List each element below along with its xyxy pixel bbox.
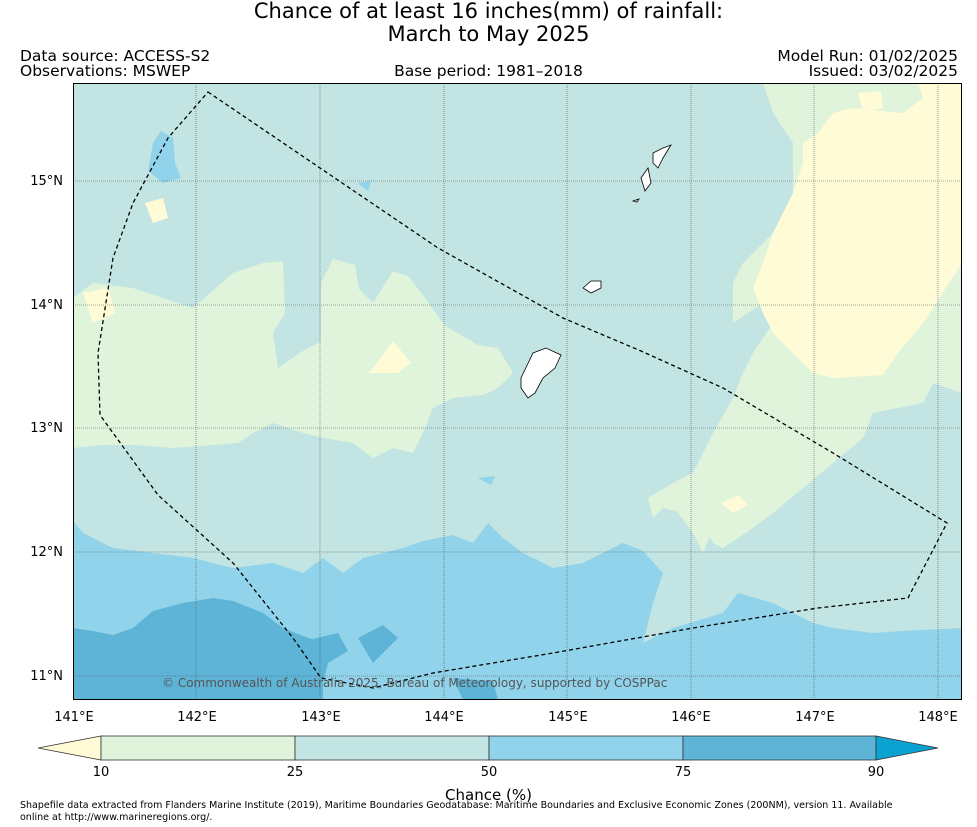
- region-75-90-southwest: [73, 598, 323, 700]
- lat-label-11n: 11°N: [30, 669, 63, 684]
- lat-label-12n: 12°N: [30, 545, 63, 560]
- lon-label-142e: 142°E: [177, 710, 217, 725]
- colorbar-75-90: [682, 735, 877, 761]
- colorbar-tick-90: 90: [867, 765, 885, 780]
- island-rota: [582, 280, 602, 294]
- region-10-25-west: [73, 259, 513, 458]
- colorbar-label: Chance (%): [445, 786, 532, 804]
- map-frame: [73, 83, 962, 700]
- region-10-25-center: [678, 443, 773, 553]
- region-lt10-east: [753, 83, 962, 378]
- region-lt10-patch2: [368, 341, 411, 373]
- colorbar: [38, 735, 939, 761]
- region-lt10-patch1: [858, 91, 883, 111]
- region-75-90-east: [358, 625, 398, 663]
- colorbar-10-25: [100, 735, 296, 761]
- issued-label: Issued: 03/02/2025: [808, 62, 958, 80]
- lat-label-14n: 14°N: [30, 298, 63, 313]
- model-run-label: Model Run: 01/02/2025: [777, 47, 958, 65]
- region-lt10-patch5: [83, 288, 115, 323]
- chart-title-line1: Chance of at least 16 inches(mm) of rain…: [253, 0, 724, 23]
- island-tinian: [640, 167, 652, 192]
- lon-label-147e: 147°E: [795, 710, 835, 725]
- eez-boundary: [97, 91, 948, 689]
- region-75-90-south: [453, 678, 498, 700]
- lon-label-141e: 141°E: [54, 710, 94, 725]
- region-lt10-patch4: [145, 198, 168, 223]
- lon-label-146e: 146°E: [671, 710, 711, 725]
- lon-label-148e: 148°E: [918, 710, 958, 725]
- colorbar-tick-10: 10: [92, 765, 110, 780]
- observations-label: Observations: MSWEP: [20, 62, 191, 80]
- islands: [520, 144, 672, 399]
- island-aguijan: [631, 198, 640, 203]
- region-75-90-center: [308, 633, 348, 693]
- lon-label-145e: 145°E: [548, 710, 588, 725]
- lat-label-15n: 15°N: [30, 174, 63, 189]
- rainfall-map: [73, 83, 962, 700]
- island-guam: [520, 347, 562, 399]
- colorbar-tick-50: 50: [480, 765, 498, 780]
- colorbar-gt90: [875, 735, 939, 761]
- colorbar-25-50: [294, 735, 490, 761]
- base-period-label: Base period: 1981–2018: [394, 62, 583, 80]
- region-50-75-dot2: [478, 476, 495, 485]
- colorbar-50-75: [488, 735, 684, 761]
- colorbar-tick-25: 25: [286, 765, 304, 780]
- colorbar-tick-75: 75: [674, 765, 692, 780]
- data-source-label: Data source: ACCESS-S2: [20, 47, 211, 65]
- region-50-75-dot1: [358, 181, 371, 191]
- island-saipan: [652, 144, 672, 169]
- lon-label-144e: 144°E: [424, 710, 464, 725]
- graticule: [73, 83, 962, 700]
- lon-label-143e: 143°E: [301, 710, 341, 725]
- colorbar-lt10: [38, 735, 102, 761]
- lat-label-13n: 13°N: [30, 421, 63, 436]
- chart-title-line2: March to May 2025: [387, 22, 590, 46]
- shapefile-footnote: Shapefile data extracted from Flanders M…: [20, 800, 893, 823]
- region-50-75-north: [148, 131, 181, 183]
- region-lt10-patch3: [721, 495, 748, 513]
- copyright-notice: © Commonwealth of Australia 2025, Bureau…: [162, 676, 668, 690]
